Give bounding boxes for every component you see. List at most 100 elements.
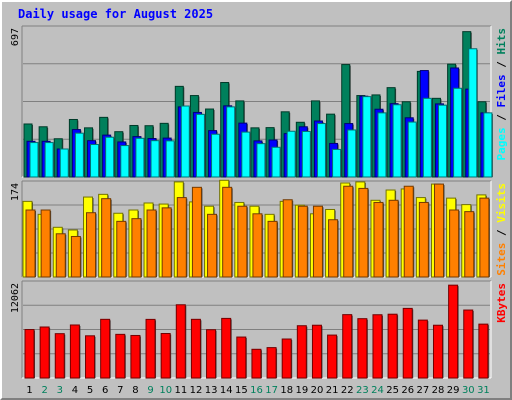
bar-sites-day-27 — [418, 201, 429, 278]
x-tick-label-4: 4 — [72, 385, 78, 396]
bar-pages-day-16 — [256, 143, 266, 178]
bar-sites-day-8 — [131, 218, 142, 278]
bar-kbytes-day-7 — [115, 333, 126, 379]
bar-sites-day-12 — [191, 186, 202, 278]
bar-pages-day-26 — [407, 121, 417, 178]
x-tick-label-12: 12 — [190, 385, 203, 396]
bar-kbytes-day-31 — [478, 323, 489, 379]
bar-sites-day-19 — [297, 205, 308, 278]
bar-sites-day-1 — [25, 209, 36, 278]
panel-1: 697 Pages / Files / Hits — [10, 25, 508, 178]
x-tick-label-10: 10 — [159, 385, 172, 396]
bar-sites-day-25 — [388, 199, 399, 278]
legend-hits: Hits — [495, 28, 508, 55]
bar-pages-day-5 — [90, 144, 100, 178]
bar-pages-day-29 — [453, 87, 463, 178]
legend-separator: / — [495, 223, 508, 243]
bar-pages-day-3 — [59, 148, 69, 178]
bar-sites-day-21 — [328, 219, 339, 278]
bar-sites-day-10 — [161, 207, 172, 278]
x-tick-label-14: 14 — [220, 385, 233, 396]
bar-kbytes-day-22 — [342, 314, 353, 379]
bar-sites-day-2 — [40, 209, 51, 278]
bar-pages-day-18 — [286, 130, 296, 178]
x-tick-label-26: 26 — [401, 385, 414, 396]
panel-3: 12062 KBytes — [10, 280, 508, 379]
bar-pages-day-24 — [377, 112, 387, 178]
x-tick-label-15: 15 — [235, 385, 248, 396]
bar-sites-day-29 — [449, 209, 460, 278]
legend-1: Pages / Files / Hits — [495, 28, 508, 161]
bar-kbytes-day-29 — [448, 284, 459, 379]
bar-pages-day-2 — [44, 142, 54, 178]
x-tick-label-5: 5 — [87, 385, 93, 396]
x-tick-label-16: 16 — [250, 385, 263, 396]
bar-kbytes-day-21 — [327, 334, 338, 379]
bar-kbytes-day-24 — [372, 314, 383, 379]
bar-pages-day-22 — [347, 129, 357, 178]
bar-pages-day-12 — [195, 113, 205, 178]
bar-sites-day-18 — [282, 199, 293, 278]
bar-pages-day-11 — [180, 105, 190, 178]
x-tick-label-20: 20 — [311, 385, 324, 396]
bar-sites-day-3 — [55, 233, 66, 278]
legend-files: Files — [495, 74, 508, 107]
x-tick-label-19: 19 — [296, 385, 309, 396]
bar-kbytes-day-8 — [130, 334, 141, 379]
bar-pages-day-19 — [301, 130, 311, 178]
bar-pages-day-21 — [332, 148, 342, 178]
legend-sites: Sites — [495, 243, 508, 276]
bar-sites-day-5 — [86, 212, 97, 278]
bar-kbytes-day-10 — [160, 333, 171, 379]
bar-kbytes-day-19 — [296, 325, 307, 379]
bar-pages-day-31 — [483, 112, 493, 178]
bar-sites-day-7 — [116, 220, 127, 278]
y-max-label: 174 — [10, 183, 21, 201]
bar-kbytes-day-27 — [417, 319, 428, 379]
bar-kbytes-day-1 — [24, 329, 35, 379]
bar-pages-day-27 — [422, 97, 432, 178]
x-tick-label-29: 29 — [447, 385, 460, 396]
bar-kbytes-day-23 — [357, 318, 368, 379]
bar-pages-day-9 — [150, 140, 160, 178]
bar-kbytes-day-4 — [69, 324, 80, 379]
bar-kbytes-day-15 — [236, 336, 247, 379]
bar-pages-day-30 — [468, 48, 478, 178]
legend-separator: / — [495, 108, 508, 128]
bar-sites-day-6 — [101, 198, 112, 278]
x-tick-label-21: 21 — [326, 385, 339, 396]
chart-title: Daily usage for August 2025 — [18, 7, 214, 21]
bar-pages-day-23 — [362, 96, 372, 178]
bar-sites-day-31 — [479, 197, 490, 278]
legend-separator: / — [495, 55, 508, 75]
bar-kbytes-day-11 — [175, 304, 186, 379]
legend-visits: Visits — [495, 183, 508, 223]
bar-kbytes-day-9 — [145, 318, 156, 379]
bar-kbytes-day-26 — [402, 307, 413, 379]
bar-kbytes-day-20 — [311, 324, 322, 379]
y-max-label: 697 — [10, 28, 21, 46]
bar-sites-day-24 — [373, 201, 384, 278]
x-tick-label-11: 11 — [174, 385, 187, 396]
bar-pages-day-7 — [120, 145, 130, 178]
x-tick-label-30: 30 — [462, 385, 475, 396]
bar-kbytes-day-12 — [190, 318, 201, 379]
bar-pages-day-14 — [226, 106, 236, 178]
bar-kbytes-day-3 — [54, 333, 65, 379]
bar-sites-day-14 — [222, 186, 233, 278]
x-tick-label-23: 23 — [356, 385, 369, 396]
bar-sites-day-28 — [433, 183, 444, 278]
x-tick-label-17: 17 — [265, 385, 278, 396]
x-tick-label-27: 27 — [417, 385, 430, 396]
bar-sites-day-20 — [312, 205, 323, 278]
bar-sites-day-30 — [464, 211, 475, 278]
bar-sites-day-11 — [176, 197, 187, 278]
legend-pages: Pages — [495, 127, 508, 160]
bar-pages-day-28 — [437, 104, 447, 178]
y-max-label: 12062 — [10, 283, 21, 313]
bar-sites-day-13 — [207, 213, 218, 278]
x-tick-label-6: 6 — [102, 385, 108, 396]
bar-kbytes-day-5 — [85, 335, 96, 379]
bar-sites-day-4 — [70, 235, 81, 278]
bar-kbytes-day-14 — [221, 317, 232, 379]
